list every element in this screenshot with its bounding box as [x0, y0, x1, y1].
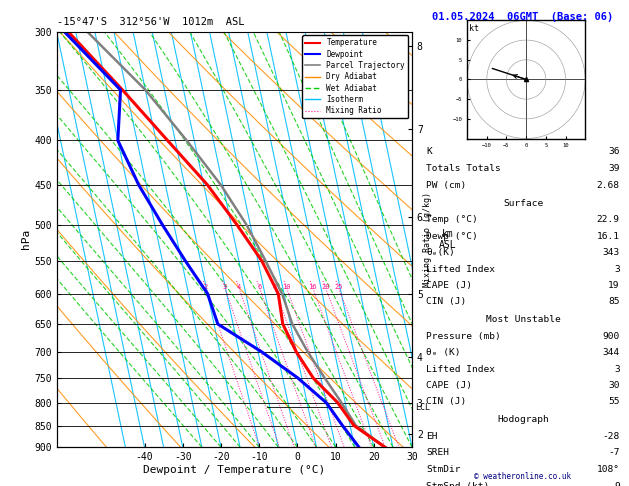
- Text: 39: 39: [608, 164, 620, 173]
- Text: Lifted Index: Lifted Index: [426, 364, 496, 374]
- Text: Dewp (°C): Dewp (°C): [426, 232, 478, 241]
- Text: θₑ (K): θₑ (K): [426, 348, 461, 357]
- Text: Most Unstable: Most Unstable: [486, 315, 560, 324]
- Text: PW (cm): PW (cm): [426, 181, 467, 190]
- Text: CAPE (J): CAPE (J): [426, 381, 472, 390]
- Text: Mixing Ratio (g/kg): Mixing Ratio (g/kg): [423, 192, 432, 287]
- Text: CIN (J): CIN (J): [426, 297, 467, 306]
- Text: 20: 20: [321, 284, 330, 291]
- Text: EH: EH: [426, 432, 438, 441]
- Text: StmSpd (kt): StmSpd (kt): [426, 482, 489, 486]
- Legend: Temperature, Dewpoint, Parcel Trajectory, Dry Adiabat, Wet Adiabat, Isotherm, Mi: Temperature, Dewpoint, Parcel Trajectory…: [302, 35, 408, 118]
- Text: 16: 16: [308, 284, 317, 291]
- Text: 8: 8: [272, 284, 277, 291]
- Text: 2: 2: [204, 284, 208, 291]
- Text: -7: -7: [608, 449, 620, 457]
- Text: StmDir: StmDir: [426, 465, 461, 474]
- Text: 10: 10: [282, 284, 291, 291]
- Text: kt: kt: [469, 24, 479, 33]
- Text: 01.05.2024  06GMT  (Base: 06): 01.05.2024 06GMT (Base: 06): [432, 12, 614, 22]
- Text: -28: -28: [603, 432, 620, 441]
- Text: SREH: SREH: [426, 449, 449, 457]
- Text: 900: 900: [603, 331, 620, 341]
- Text: 108°: 108°: [597, 465, 620, 474]
- Text: -15°47'S  312°56'W  1012m  ASL: -15°47'S 312°56'W 1012m ASL: [57, 17, 244, 27]
- Text: Surface: Surface: [503, 199, 543, 208]
- Text: 3: 3: [223, 284, 227, 291]
- Text: © weatheronline.co.uk: © weatheronline.co.uk: [474, 472, 572, 481]
- X-axis label: Dewpoint / Temperature (°C): Dewpoint / Temperature (°C): [143, 465, 325, 475]
- Text: 4: 4: [237, 284, 241, 291]
- Text: 36: 36: [608, 147, 620, 156]
- Text: CAPE (J): CAPE (J): [426, 281, 472, 290]
- Text: 3: 3: [614, 364, 620, 374]
- Text: θₑ(K): θₑ(K): [426, 248, 455, 257]
- Text: 30: 30: [608, 381, 620, 390]
- Text: Pressure (mb): Pressure (mb): [426, 331, 501, 341]
- Y-axis label: km
ASL: km ASL: [439, 228, 457, 250]
- Text: 16.1: 16.1: [597, 232, 620, 241]
- Text: 344: 344: [603, 348, 620, 357]
- Text: 55: 55: [608, 398, 620, 406]
- Text: LCL: LCL: [415, 403, 430, 412]
- Text: 22.9: 22.9: [597, 215, 620, 225]
- Text: Hodograph: Hodograph: [497, 416, 549, 424]
- Text: 2.68: 2.68: [597, 181, 620, 190]
- Text: 85: 85: [608, 297, 620, 306]
- Text: 19: 19: [608, 281, 620, 290]
- Text: 3: 3: [614, 264, 620, 274]
- Y-axis label: hPa: hPa: [21, 229, 31, 249]
- Text: Temp (°C): Temp (°C): [426, 215, 478, 225]
- Text: 25: 25: [334, 284, 343, 291]
- Text: 343: 343: [603, 248, 620, 257]
- Text: CIN (J): CIN (J): [426, 398, 467, 406]
- Text: 6: 6: [257, 284, 262, 291]
- Text: Lifted Index: Lifted Index: [426, 264, 496, 274]
- Text: K: K: [426, 147, 432, 156]
- Text: 9: 9: [614, 482, 620, 486]
- Text: Totals Totals: Totals Totals: [426, 164, 501, 173]
